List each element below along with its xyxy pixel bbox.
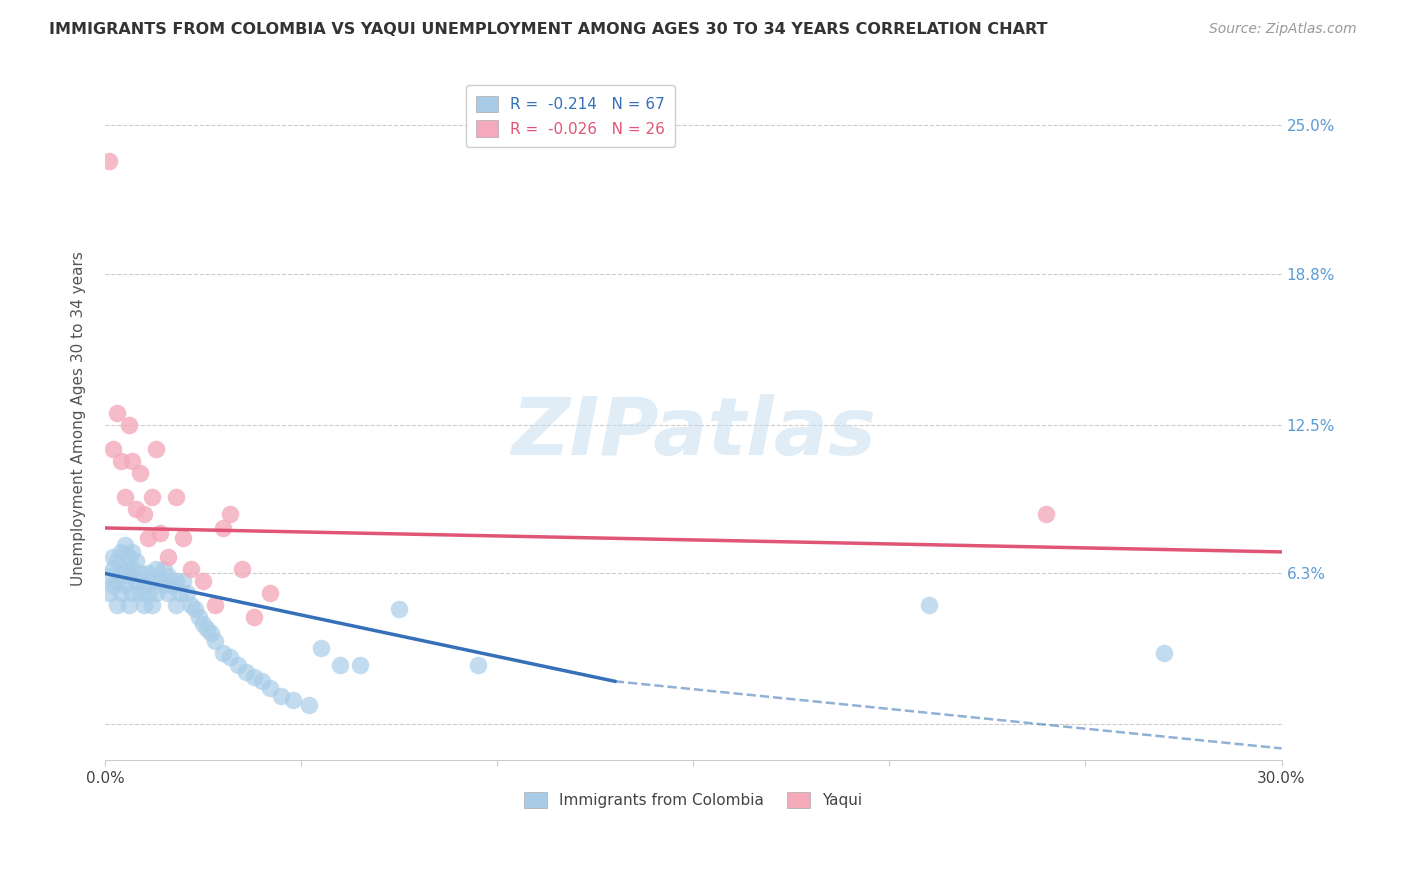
Point	[270, 689, 292, 703]
Point	[156, 569, 179, 583]
Point	[114, 490, 136, 504]
Point	[1153, 646, 1175, 660]
Point	[149, 525, 172, 540]
Point	[121, 562, 143, 576]
Point	[467, 657, 489, 672]
Point	[180, 598, 202, 612]
Point	[169, 585, 191, 599]
Point	[211, 646, 233, 660]
Point	[200, 626, 222, 640]
Point	[141, 598, 163, 612]
Point	[188, 609, 211, 624]
Point	[219, 507, 242, 521]
Text: IMMIGRANTS FROM COLOMBIA VS YAQUI UNEMPLOYMENT AMONG AGES 30 TO 34 YEARS CORRELA: IMMIGRANTS FROM COLOMBIA VS YAQUI UNEMPL…	[49, 22, 1047, 37]
Point	[165, 574, 187, 588]
Point	[204, 598, 226, 612]
Point	[110, 545, 132, 559]
Point	[117, 417, 139, 432]
Point	[145, 585, 167, 599]
Point	[165, 598, 187, 612]
Point	[231, 562, 253, 576]
Point	[129, 466, 152, 480]
Point	[117, 598, 139, 612]
Point	[105, 554, 128, 568]
Point	[129, 585, 152, 599]
Point	[134, 507, 156, 521]
Point	[136, 531, 159, 545]
Point	[125, 574, 148, 588]
Point	[136, 566, 159, 581]
Point	[1035, 507, 1057, 521]
Point	[134, 598, 156, 612]
Point	[121, 545, 143, 559]
Point	[228, 657, 250, 672]
Point	[105, 406, 128, 420]
Point	[105, 598, 128, 612]
Point	[141, 490, 163, 504]
Text: Source: ZipAtlas.com: Source: ZipAtlas.com	[1209, 22, 1357, 37]
Point	[129, 566, 152, 581]
Point	[110, 585, 132, 599]
Point	[917, 598, 939, 612]
Point	[250, 674, 273, 689]
Point	[110, 566, 132, 581]
Point	[243, 609, 266, 624]
Point	[149, 574, 172, 588]
Point	[156, 549, 179, 564]
Point	[114, 538, 136, 552]
Point	[125, 501, 148, 516]
Point	[125, 554, 148, 568]
Point	[110, 454, 132, 468]
Point	[259, 681, 281, 696]
Point	[172, 531, 194, 545]
Point	[329, 657, 352, 672]
Point	[101, 442, 124, 456]
Point	[160, 578, 183, 592]
Point	[259, 585, 281, 599]
Point	[211, 521, 233, 535]
Point	[235, 665, 257, 679]
Point	[156, 585, 179, 599]
Point	[176, 585, 198, 599]
Point	[298, 698, 321, 713]
Point	[243, 669, 266, 683]
Point	[191, 616, 214, 631]
Point	[117, 569, 139, 583]
Point	[141, 574, 163, 588]
Point	[101, 549, 124, 564]
Text: ZIPatlas: ZIPatlas	[510, 393, 876, 472]
Point	[153, 562, 176, 576]
Point	[121, 585, 143, 599]
Point	[204, 633, 226, 648]
Point	[114, 578, 136, 592]
Point	[114, 562, 136, 576]
Point	[153, 578, 176, 592]
Point	[105, 574, 128, 588]
Point	[117, 549, 139, 564]
Point	[145, 562, 167, 576]
Point	[134, 578, 156, 592]
Point	[165, 490, 187, 504]
Point	[121, 454, 143, 468]
Point	[195, 622, 218, 636]
Point	[145, 442, 167, 456]
Point	[184, 602, 207, 616]
Point	[180, 562, 202, 576]
Point	[219, 650, 242, 665]
Y-axis label: Unemployment Among Ages 30 to 34 years: Unemployment Among Ages 30 to 34 years	[72, 252, 86, 586]
Legend: Immigrants from Colombia, Yaqui: Immigrants from Colombia, Yaqui	[517, 786, 869, 814]
Point	[97, 569, 120, 583]
Point	[136, 585, 159, 599]
Point	[101, 578, 124, 592]
Point	[283, 693, 305, 707]
Point	[172, 574, 194, 588]
Point	[309, 640, 332, 655]
Point	[349, 657, 371, 672]
Point	[101, 562, 124, 576]
Point	[191, 574, 214, 588]
Point	[97, 585, 120, 599]
Point	[388, 602, 411, 616]
Point	[97, 154, 120, 169]
